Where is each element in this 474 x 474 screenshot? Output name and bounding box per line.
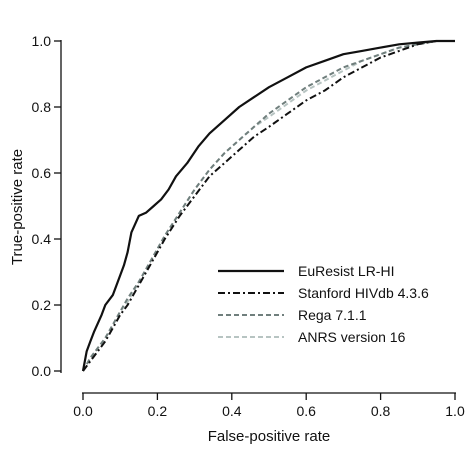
- x-axis-label: False-positive rate: [208, 428, 331, 445]
- series-line-3: [82, 40, 455, 372]
- x-tick-label: 0.2: [148, 403, 168, 419]
- x-tick-label: 0.0: [73, 403, 93, 419]
- legend-label-1: EuResist LR-HI: [298, 263, 394, 279]
- legend-label-2: Stanford HIVdb 4.3.6: [298, 285, 429, 301]
- series-line-4: [82, 40, 455, 372]
- x-tick-label: 0.8: [371, 403, 391, 419]
- y-tick-label: 1.0: [32, 33, 52, 49]
- x-tick-label: 0.4: [222, 403, 242, 419]
- x-tick-label: 1.0: [445, 403, 465, 419]
- chart-axes: 0.0 0.2 0.4 0.6 0.8 1.0 0.0 0.2 0.4 0.6 0.8 1.0: [32, 33, 465, 419]
- y-axis-label: True-positive rate: [9, 149, 26, 265]
- plot-area: [81, 39, 455, 372]
- legend-label-4: ANRS version 16: [298, 329, 406, 345]
- legend-label-3: Rega 7.1.1: [298, 307, 367, 323]
- y-tick-label: 0.2: [32, 297, 52, 313]
- legend: EuResist LR-HI Stanford HIVdb 4.3.6 Rega 7…: [218, 263, 429, 345]
- y-tick-label: 0.4: [32, 231, 52, 247]
- y-tick-label: 0.6: [32, 165, 52, 181]
- series-line-2: [82, 40, 455, 372]
- x-tick-label: 0.6: [296, 403, 316, 419]
- y-tick-label: 0.0: [32, 363, 52, 379]
- series-line-1: [81, 39, 455, 372]
- y-tick-label: 0.8: [32, 99, 52, 115]
